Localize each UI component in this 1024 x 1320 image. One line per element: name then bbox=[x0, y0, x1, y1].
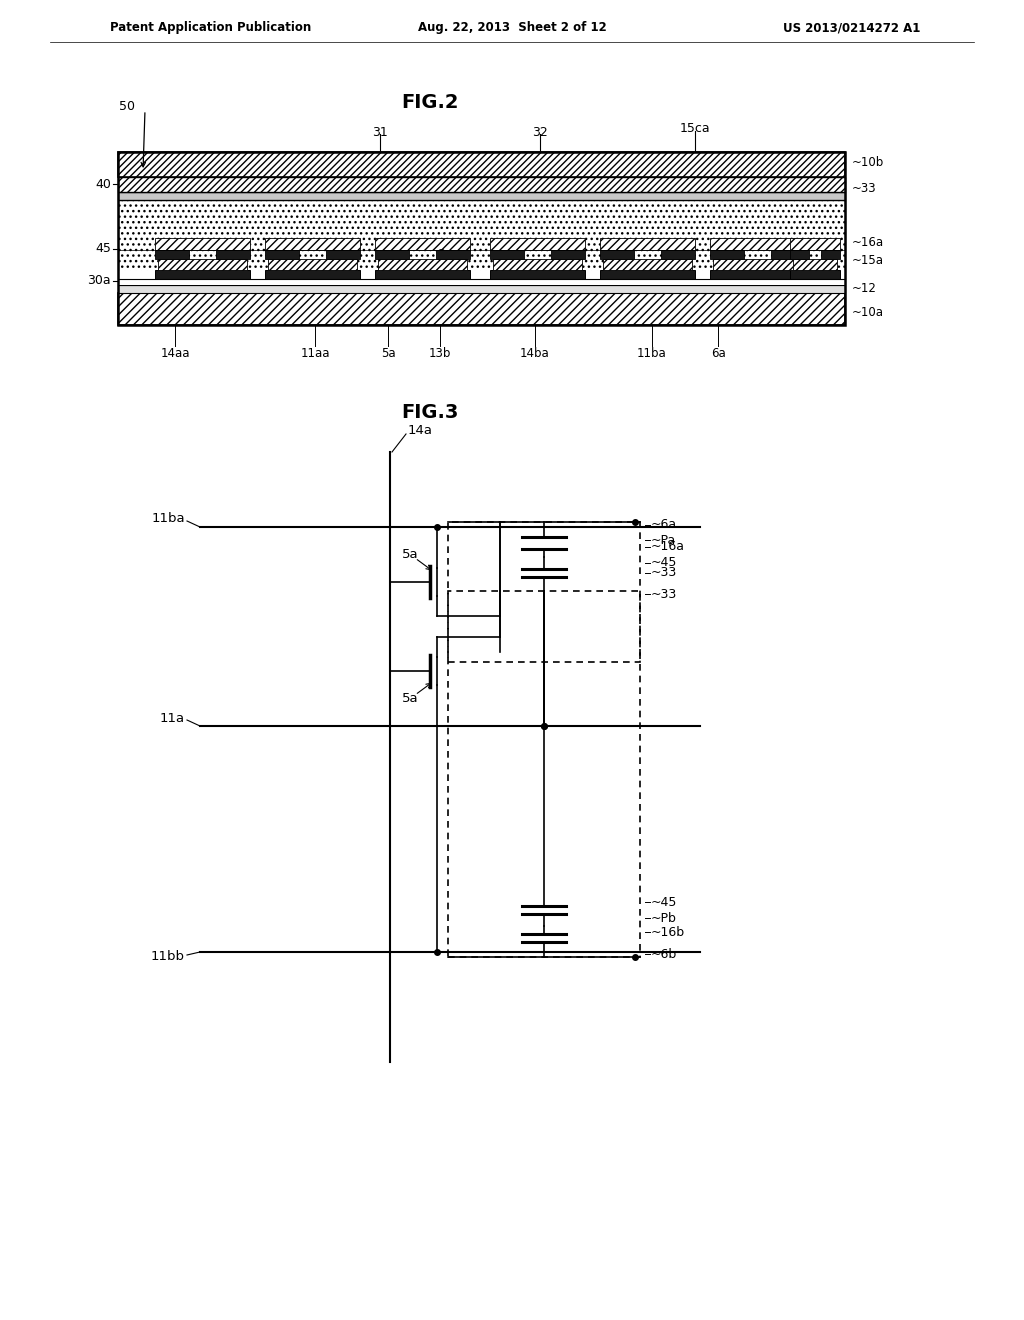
Bar bbox=[265, 238, 360, 249]
Text: Patent Application Publication: Patent Application Publication bbox=[110, 21, 311, 34]
Text: FIG.3: FIG.3 bbox=[401, 403, 459, 421]
Text: ~10a: ~10a bbox=[852, 306, 884, 319]
Text: 14aa: 14aa bbox=[160, 347, 189, 360]
Bar bbox=[798, 263, 831, 271]
Bar bbox=[118, 285, 845, 293]
Bar bbox=[273, 263, 352, 271]
Bar bbox=[118, 271, 845, 285]
Text: ~15a: ~15a bbox=[852, 255, 884, 268]
Bar bbox=[118, 152, 845, 325]
Text: ~6b: ~6b bbox=[651, 948, 677, 961]
Bar bbox=[118, 191, 845, 201]
Text: FIG.2: FIG.2 bbox=[401, 92, 459, 111]
Text: 32: 32 bbox=[532, 125, 548, 139]
Text: ~33: ~33 bbox=[852, 182, 877, 195]
Text: 6a: 6a bbox=[711, 347, 725, 360]
Text: ~12: ~12 bbox=[852, 282, 877, 296]
Bar bbox=[155, 238, 250, 249]
Bar bbox=[713, 259, 802, 271]
Bar bbox=[436, 249, 470, 259]
Bar bbox=[490, 238, 585, 249]
Bar bbox=[662, 249, 695, 259]
Bar bbox=[118, 293, 845, 325]
Text: ~16a: ~16a bbox=[852, 236, 884, 249]
Text: 5a: 5a bbox=[401, 693, 419, 705]
Bar bbox=[268, 259, 357, 271]
Text: 13b: 13b bbox=[429, 347, 452, 360]
Text: 50: 50 bbox=[119, 99, 135, 112]
Bar bbox=[493, 259, 582, 271]
Bar bbox=[490, 249, 524, 259]
Text: 31: 31 bbox=[372, 125, 388, 139]
Text: ~45: ~45 bbox=[651, 557, 677, 569]
Text: 11aa: 11aa bbox=[300, 347, 330, 360]
Bar bbox=[375, 238, 470, 249]
Bar bbox=[326, 249, 360, 259]
Bar bbox=[375, 271, 470, 279]
Text: 14ba: 14ba bbox=[520, 347, 550, 360]
Bar bbox=[710, 271, 805, 279]
Text: 14a: 14a bbox=[408, 424, 433, 437]
Bar bbox=[163, 263, 242, 271]
Bar bbox=[551, 249, 585, 259]
Text: 30a: 30a bbox=[87, 275, 111, 288]
Bar bbox=[216, 249, 250, 259]
Text: ~Pa: ~Pa bbox=[651, 533, 676, 546]
Text: ~6a: ~6a bbox=[651, 519, 677, 532]
Text: 5a: 5a bbox=[381, 347, 395, 360]
Bar bbox=[265, 271, 360, 279]
Text: 11a: 11a bbox=[160, 711, 185, 725]
Bar bbox=[790, 249, 809, 259]
Bar bbox=[603, 259, 692, 271]
Text: 45: 45 bbox=[95, 243, 111, 256]
Text: 15ca: 15ca bbox=[680, 123, 711, 136]
Bar bbox=[793, 259, 837, 271]
Bar bbox=[821, 249, 840, 259]
Bar bbox=[498, 263, 577, 271]
Bar bbox=[155, 271, 250, 279]
Text: ~16b: ~16b bbox=[651, 925, 685, 939]
Bar bbox=[383, 263, 462, 271]
Bar bbox=[158, 259, 247, 271]
Bar bbox=[118, 177, 845, 191]
Text: Aug. 22, 2013  Sheet 2 of 12: Aug. 22, 2013 Sheet 2 of 12 bbox=[418, 21, 606, 34]
Bar bbox=[490, 271, 585, 279]
Text: 11ba: 11ba bbox=[637, 347, 667, 360]
Bar bbox=[118, 152, 845, 177]
Bar bbox=[771, 249, 805, 259]
Bar bbox=[118, 201, 845, 279]
Bar bbox=[265, 249, 299, 259]
Bar bbox=[600, 271, 695, 279]
Text: ~10b: ~10b bbox=[852, 156, 885, 169]
Text: 40: 40 bbox=[95, 177, 111, 190]
Bar bbox=[155, 249, 189, 259]
Text: ~33: ~33 bbox=[651, 566, 677, 579]
Bar bbox=[118, 279, 845, 285]
Bar bbox=[710, 249, 744, 259]
Bar bbox=[790, 271, 840, 279]
Text: C: C bbox=[436, 249, 443, 259]
Bar bbox=[378, 259, 467, 271]
Text: ~16a: ~16a bbox=[651, 540, 685, 553]
Text: ~Pb: ~Pb bbox=[651, 912, 677, 924]
Bar bbox=[600, 238, 695, 249]
Bar bbox=[710, 238, 805, 249]
Bar bbox=[600, 249, 634, 259]
Bar bbox=[375, 249, 409, 259]
Text: ~33: ~33 bbox=[651, 587, 677, 601]
Text: 11ba: 11ba bbox=[152, 512, 185, 525]
Bar bbox=[608, 263, 687, 271]
Text: 5a: 5a bbox=[401, 548, 419, 561]
Text: US 2013/0214272 A1: US 2013/0214272 A1 bbox=[782, 21, 920, 34]
Bar bbox=[718, 263, 797, 271]
Bar bbox=[118, 201, 845, 279]
Bar bbox=[790, 238, 840, 249]
Text: 11bb: 11bb bbox=[151, 950, 185, 964]
Text: ~45: ~45 bbox=[651, 895, 677, 908]
